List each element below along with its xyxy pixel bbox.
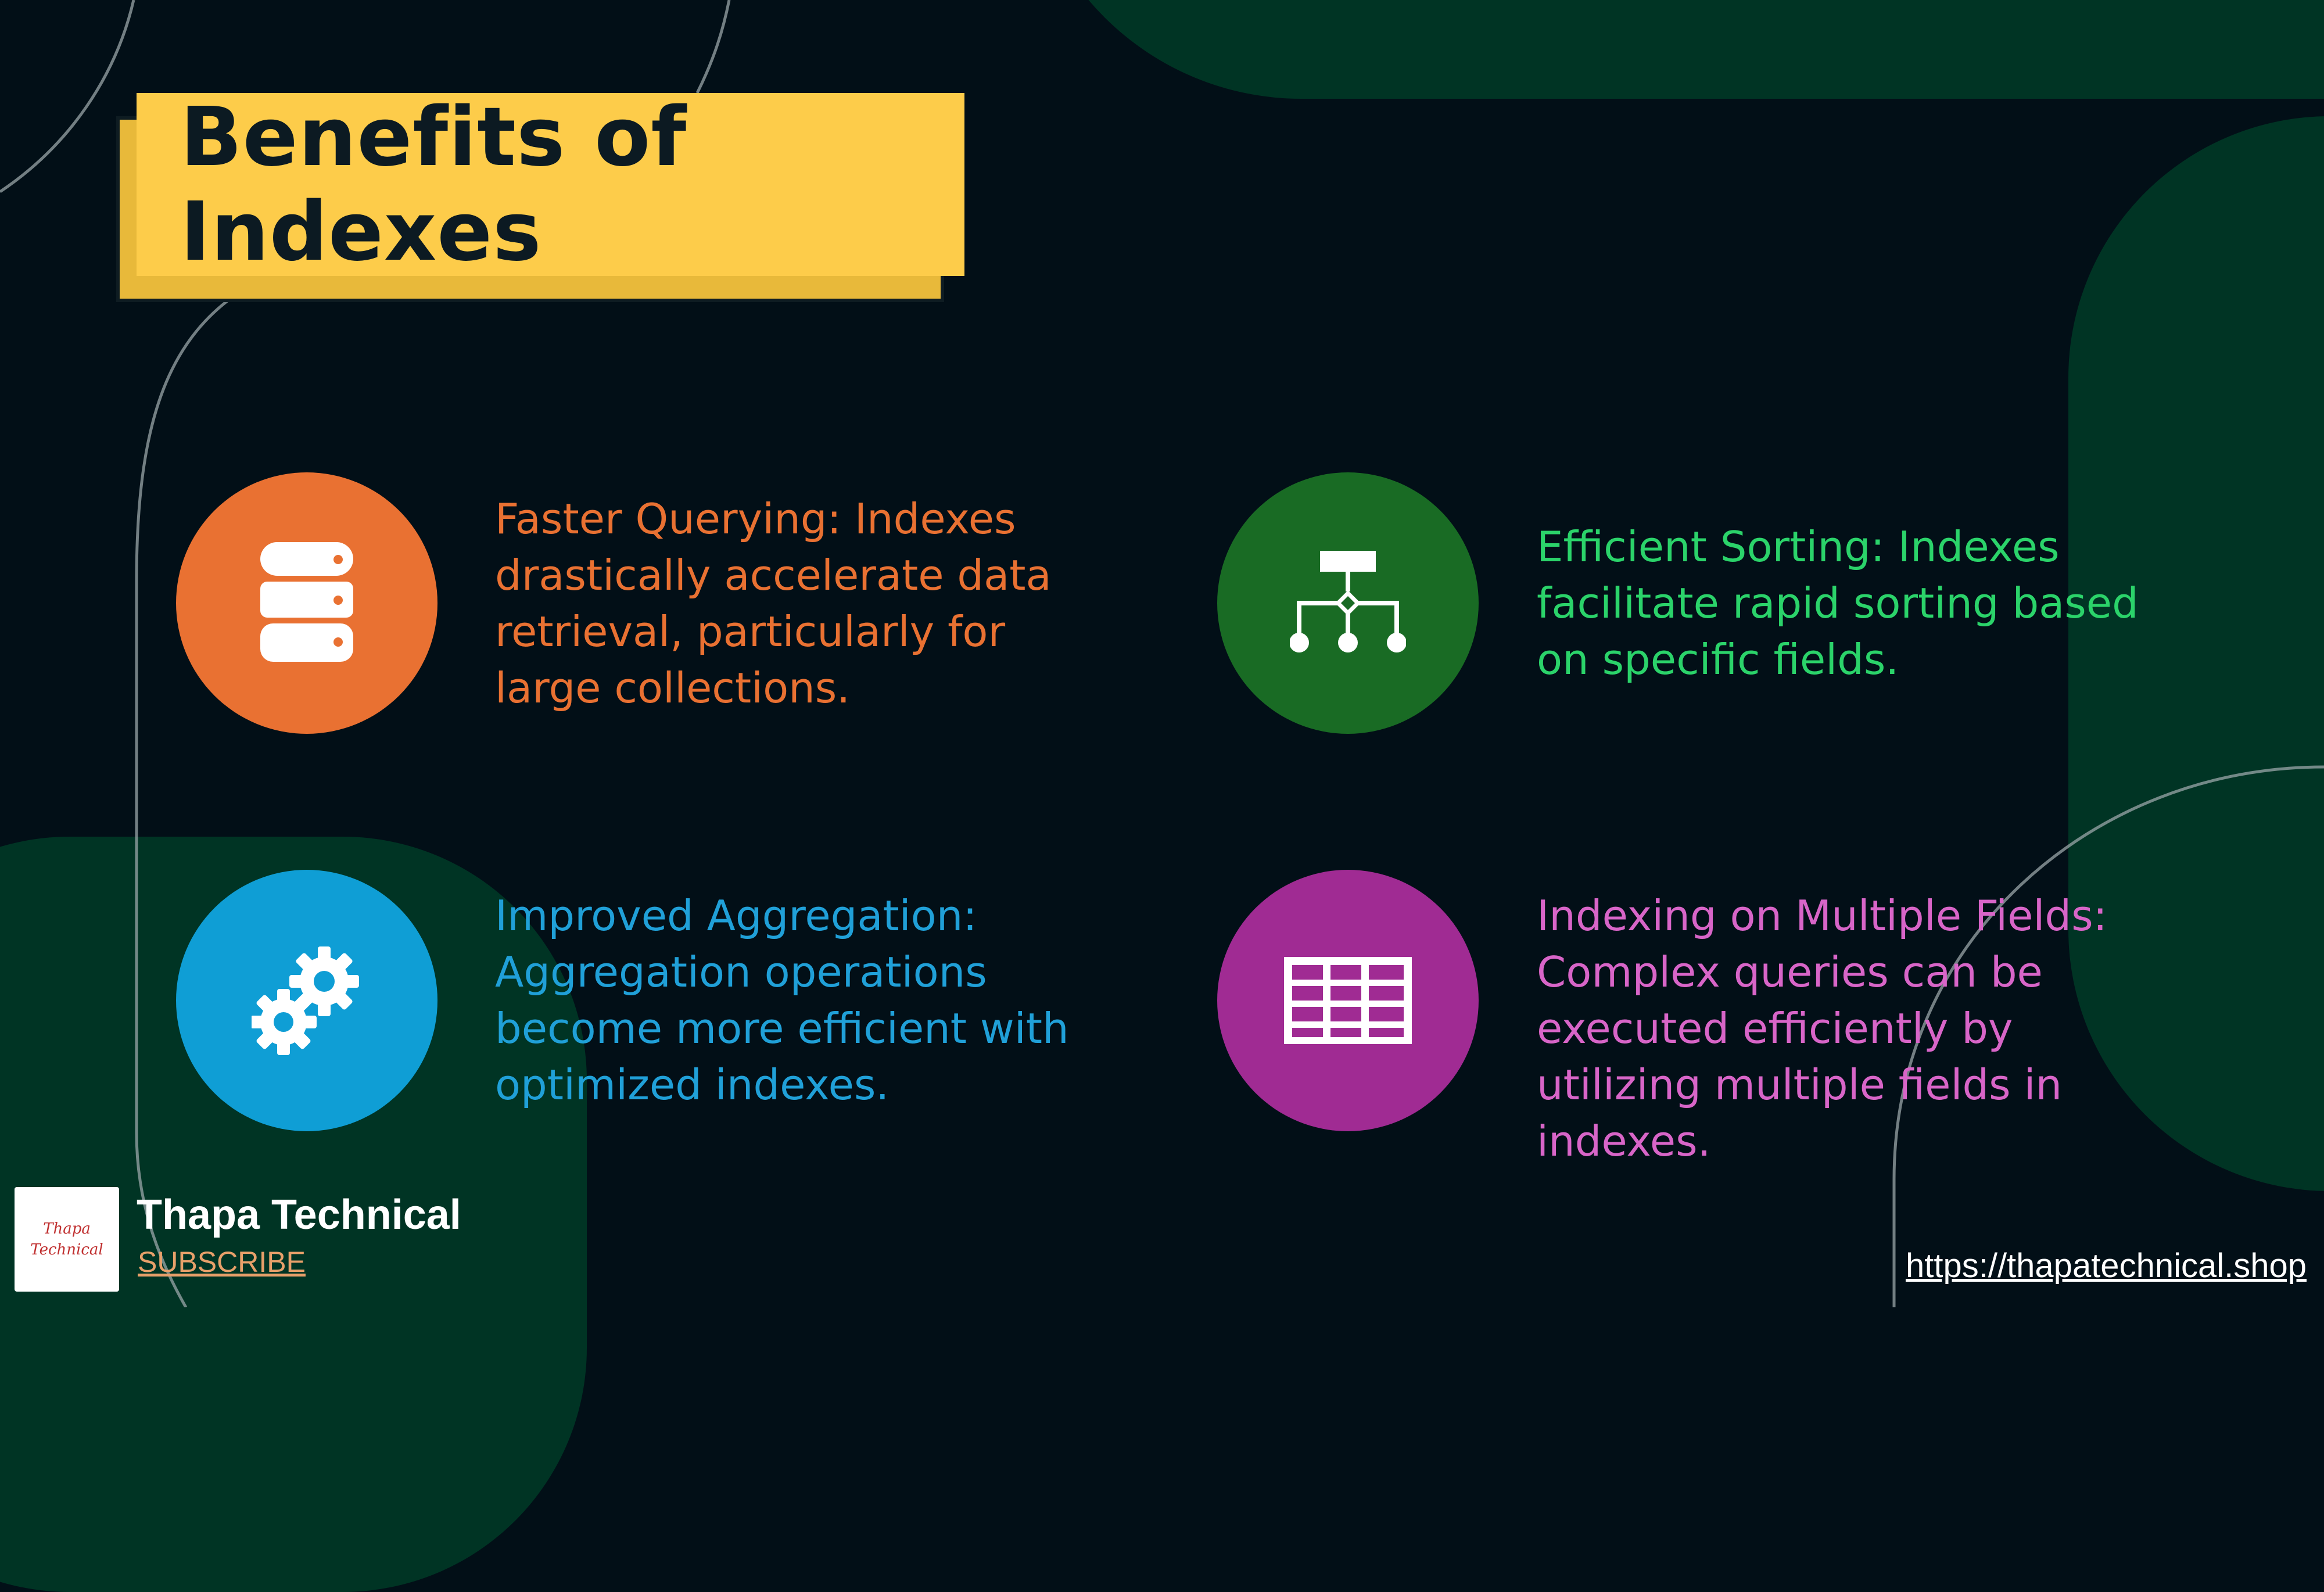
benefit-text-improved-aggregation: Improved Aggregation: Aggregation operat… <box>495 891 1069 1109</box>
table-icon <box>1284 957 1412 1044</box>
benefit-circle-faster-querying <box>176 472 437 734</box>
benefit-circle-multiple-fields <box>1217 870 1479 1131</box>
title-box: Benefits of Indexes <box>137 89 964 279</box>
brand-name: Thapa Technical <box>137 1192 461 1238</box>
benefit-circle-improved-aggregation <box>176 870 437 1131</box>
benefit-circle-efficient-sorting <box>1217 472 1479 734</box>
channel-logo[interactable]: Thapa Technical <box>15 1187 119 1292</box>
decorative-curves <box>0 0 2324 1307</box>
subscribe-link[interactable]: SUBSCRIBE <box>138 1246 306 1278</box>
benefit-text-efficient-sorting: Efficient Sorting: Indexes facilitate ra… <box>1537 522 2139 684</box>
logo-line-1: Thapa <box>43 1220 91 1238</box>
hierarchy-icon <box>1290 551 1406 652</box>
benefit-text-multiple-fields: Indexing on Multiple Fields: Complex que… <box>1537 891 2107 1166</box>
gears-icon <box>252 946 359 1055</box>
database-icon <box>260 542 353 662</box>
slide-title: Benefits of Indexes <box>180 89 687 279</box>
website-link[interactable]: https://thapatechnical.shop <box>1905 1247 2307 1285</box>
background-shape-top <box>1023 0 2324 99</box>
benefit-text-faster-querying: Faster Querying: Indexes drastically acc… <box>495 494 1052 712</box>
background-shape-right <box>2068 116 2324 1191</box>
logo-line-2: Technical <box>30 1241 103 1258</box>
